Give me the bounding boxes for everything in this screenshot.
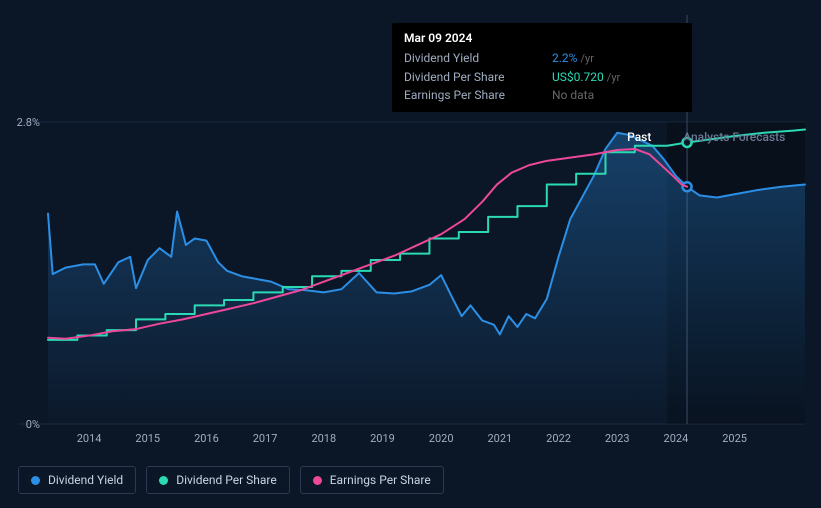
dividend-chart: 0% 2.8% 2014 2015 2016 2017 2018 2019 2020 2021 20…: [0, 0, 821, 508]
svg-text:2023: 2023: [605, 432, 630, 445]
svg-text:2019: 2019: [370, 432, 395, 445]
svg-text:0%: 0%: [26, 418, 40, 431]
tooltip-row: Dividend Yield 2.2%/yr: [404, 49, 680, 68]
tooltip-row-label: Dividend Yield: [404, 49, 524, 68]
legend-item-label: Dividend Per Share: [176, 473, 277, 487]
svg-text:2017: 2017: [253, 432, 278, 445]
svg-text:2015: 2015: [135, 432, 160, 445]
tooltip-row-label: Dividend Per Share: [404, 68, 524, 87]
svg-text:2014: 2014: [77, 432, 102, 445]
svg-text:2021: 2021: [487, 432, 512, 445]
past-section-label: Past: [627, 130, 651, 144]
legend-item[interactable]: Dividend Per Share: [146, 466, 290, 494]
hover-tooltip: Mar 09 2024 Dividend Yield2.2%/yrDividen…: [392, 23, 692, 112]
chart-legend: Dividend Yield Dividend Per Share Earnings…: [18, 466, 444, 494]
tooltip-date: Mar 09 2024: [404, 31, 680, 45]
tooltip-row-value: No data: [552, 86, 594, 104]
legend-dot-icon: [313, 476, 322, 485]
svg-text:2016: 2016: [194, 432, 219, 445]
svg-text:2024: 2024: [664, 432, 689, 445]
tooltip-row-suffix: /yr: [607, 71, 620, 84]
legend-item[interactable]: Earnings Per Share: [300, 466, 444, 494]
tooltip-row-value: 2.2%/yr: [552, 49, 594, 68]
forecast-section-label: Analysts Forecasts: [683, 130, 785, 144]
legend-item-label: Dividend Yield: [48, 473, 123, 487]
svg-text:2.8%: 2.8%: [17, 116, 40, 129]
tooltip-row-value: US$0.720/yr: [552, 68, 620, 87]
svg-text:2025: 2025: [722, 432, 747, 445]
svg-text:2018: 2018: [311, 432, 336, 445]
legend-item-label: Earnings Per Share: [330, 473, 431, 487]
svg-text:2022: 2022: [546, 432, 571, 445]
tooltip-row: Earnings Per Share No data: [404, 86, 680, 104]
svg-text:2020: 2020: [429, 432, 454, 445]
legend-item[interactable]: Dividend Yield: [18, 466, 136, 494]
legend-dot-icon: [159, 476, 168, 485]
tooltip-row-label: Earnings Per Share: [404, 86, 524, 104]
tooltip-row-suffix: /yr: [580, 52, 593, 65]
tooltip-row: Dividend Per Share US$0.720/yr: [404, 68, 680, 87]
legend-dot-icon: [31, 476, 40, 485]
